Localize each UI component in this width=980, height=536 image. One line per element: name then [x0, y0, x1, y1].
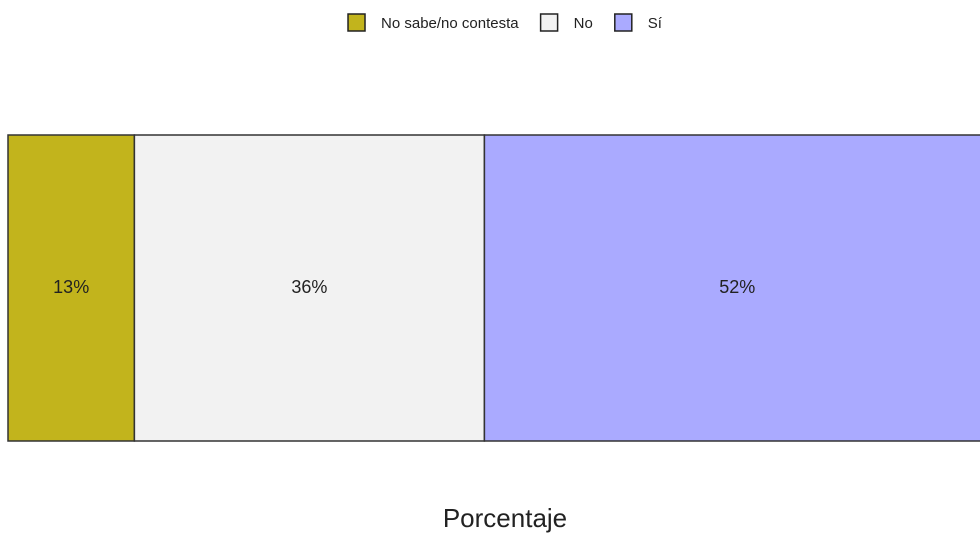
- legend-label: No: [574, 15, 593, 32]
- data-label: 52%: [719, 277, 755, 297]
- x-axis-label: Porcentaje: [443, 503, 567, 533]
- data-label: 36%: [291, 277, 327, 297]
- legend-swatch: [614, 13, 633, 32]
- bar-segment: [7, 134, 136, 442]
- legend-label: Sí: [648, 15, 663, 32]
- bar-segment: [133, 134, 486, 442]
- bar-segment: [483, 134, 980, 442]
- legend-label: No sabe/no contesta: [381, 15, 519, 32]
- legend-swatch: [539, 13, 559, 32]
- data-label: 13%: [53, 277, 89, 297]
- legend-swatch: [347, 13, 366, 32]
